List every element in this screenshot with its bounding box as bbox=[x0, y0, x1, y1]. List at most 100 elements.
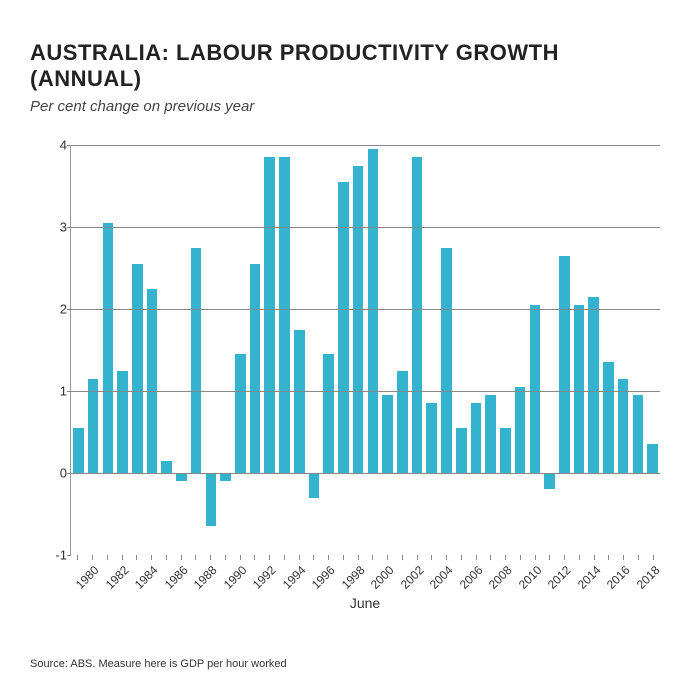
x-tick-label: 2004 bbox=[427, 563, 456, 592]
x-tick-mark bbox=[535, 555, 536, 560]
bar bbox=[103, 223, 114, 473]
bar bbox=[176, 473, 187, 481]
x-tick-mark bbox=[638, 555, 639, 560]
bar bbox=[397, 371, 408, 474]
chart-subtitle: Per cent change on previous year bbox=[30, 98, 670, 115]
bar bbox=[264, 157, 275, 473]
x-tick-label: 2010 bbox=[516, 563, 545, 592]
x-tick-mark bbox=[136, 555, 137, 560]
plot-area: -101234 bbox=[70, 145, 660, 555]
y-tick-label: -1 bbox=[53, 548, 67, 563]
y-tick-mark bbox=[67, 145, 71, 146]
bar bbox=[647, 444, 658, 473]
x-tick-label: 1990 bbox=[221, 563, 250, 592]
x-tick-mark bbox=[77, 555, 78, 560]
x-tick-mark bbox=[431, 555, 432, 560]
x-tick-label: 2014 bbox=[575, 563, 604, 592]
x-tick-label: 1992 bbox=[250, 563, 279, 592]
y-tick-mark bbox=[67, 391, 71, 392]
x-axis-labels: June 19801982198419861988199019921994199… bbox=[70, 555, 660, 605]
bar bbox=[456, 428, 467, 473]
bar bbox=[235, 354, 246, 473]
bar bbox=[530, 305, 541, 473]
x-tick-mark bbox=[446, 555, 447, 560]
x-tick-mark bbox=[461, 555, 462, 560]
bar bbox=[544, 473, 555, 489]
gridline bbox=[71, 309, 660, 310]
bar bbox=[220, 473, 231, 481]
x-tick-mark bbox=[313, 555, 314, 560]
chart-area: -101234 June 198019821984198619881990199… bbox=[50, 145, 660, 605]
bar bbox=[353, 166, 364, 474]
x-tick-mark bbox=[181, 555, 182, 560]
bar bbox=[132, 264, 143, 473]
bar bbox=[588, 297, 599, 473]
y-tick-mark bbox=[67, 309, 71, 310]
x-tick-label: 2008 bbox=[486, 563, 515, 592]
x-tick-mark bbox=[594, 555, 595, 560]
bar bbox=[574, 305, 585, 473]
gridline bbox=[71, 473, 660, 474]
bar bbox=[73, 428, 84, 473]
x-tick-label: 1998 bbox=[339, 563, 368, 592]
x-tick-mark bbox=[623, 555, 624, 560]
x-tick-label: 2006 bbox=[457, 563, 486, 592]
x-tick-label: 1994 bbox=[280, 563, 309, 592]
x-tick-mark bbox=[476, 555, 477, 560]
bar bbox=[471, 403, 482, 473]
bar bbox=[88, 379, 99, 473]
gridline bbox=[71, 391, 660, 392]
bar bbox=[206, 473, 217, 526]
gridline bbox=[71, 227, 660, 228]
x-tick-mark bbox=[299, 555, 300, 560]
x-tick-mark bbox=[549, 555, 550, 560]
source-note: Source: ABS. Measure here is GDP per hou… bbox=[30, 658, 287, 670]
bar bbox=[515, 387, 526, 473]
x-tick-label: 1986 bbox=[162, 563, 191, 592]
x-tick-mark bbox=[122, 555, 123, 560]
y-tick-label: 0 bbox=[53, 466, 67, 481]
x-tick-mark bbox=[372, 555, 373, 560]
x-tick-mark bbox=[151, 555, 152, 560]
gridline bbox=[71, 145, 660, 146]
bar bbox=[603, 362, 614, 473]
y-tick-label: 2 bbox=[53, 302, 67, 317]
bar bbox=[323, 354, 334, 473]
bar bbox=[147, 289, 158, 474]
x-tick-mark bbox=[358, 555, 359, 560]
x-tick-mark bbox=[387, 555, 388, 560]
y-tick-label: 1 bbox=[53, 384, 67, 399]
chart-title: AUSTRALIA: LABOUR PRODUCTIVITY GROWTH (A… bbox=[30, 40, 670, 92]
x-tick-mark bbox=[402, 555, 403, 560]
x-tick-label: 2012 bbox=[545, 563, 574, 592]
x-tick-mark bbox=[490, 555, 491, 560]
bar bbox=[309, 473, 320, 498]
x-tick-label: 1982 bbox=[103, 563, 132, 592]
bar bbox=[279, 157, 290, 473]
bar bbox=[368, 149, 379, 473]
x-tick-mark bbox=[579, 555, 580, 560]
x-tick-mark bbox=[505, 555, 506, 560]
bar bbox=[250, 264, 261, 473]
x-tick-label: 2000 bbox=[368, 563, 397, 592]
x-tick-label: 2018 bbox=[634, 563, 663, 592]
x-tick-mark bbox=[284, 555, 285, 560]
x-tick-mark bbox=[240, 555, 241, 560]
bar bbox=[485, 395, 496, 473]
x-tick-mark bbox=[225, 555, 226, 560]
bar bbox=[426, 403, 437, 473]
bar bbox=[618, 379, 629, 473]
x-tick-label: 1984 bbox=[132, 563, 161, 592]
bar bbox=[338, 182, 349, 473]
x-tick-mark bbox=[107, 555, 108, 560]
bar bbox=[294, 330, 305, 474]
x-tick-label: 2016 bbox=[604, 563, 633, 592]
bar bbox=[633, 395, 644, 473]
y-tick-mark bbox=[67, 227, 71, 228]
bar bbox=[382, 395, 393, 473]
bars-layer bbox=[71, 145, 660, 555]
x-tick-mark bbox=[608, 555, 609, 560]
y-tick-label: 4 bbox=[53, 138, 67, 153]
x-tick-mark bbox=[269, 555, 270, 560]
y-tick-label: 3 bbox=[53, 220, 67, 235]
